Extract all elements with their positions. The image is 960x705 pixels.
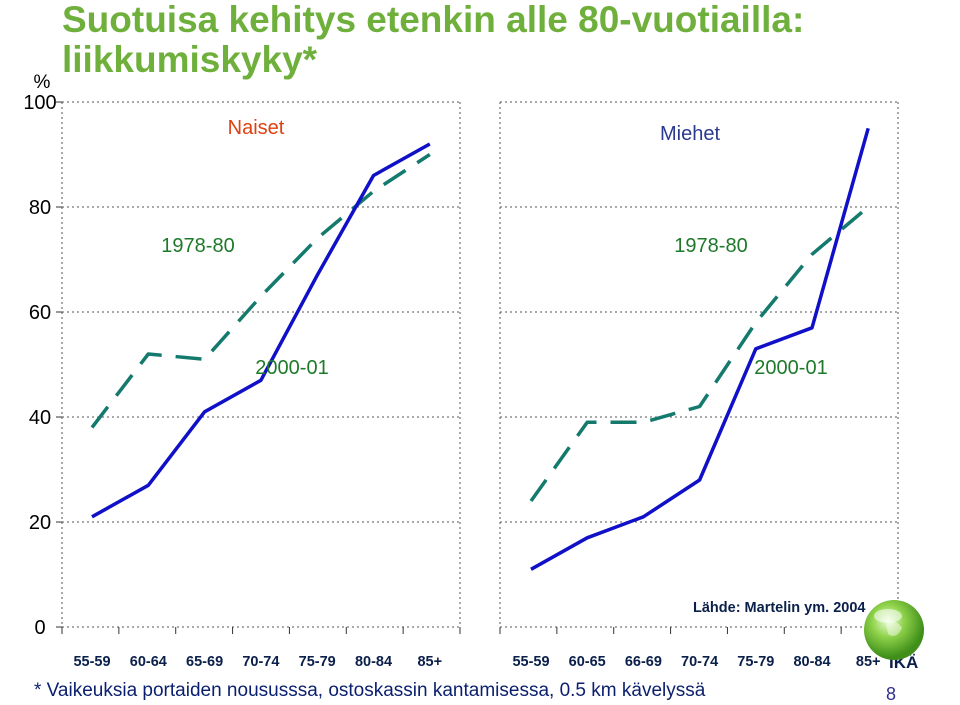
x-tick-label: 55-59 xyxy=(73,654,110,670)
series-label-1978-80: 1978-80 xyxy=(674,235,747,257)
y-tick-label: 40 xyxy=(29,407,51,429)
x-tick-label: 60-65 xyxy=(569,654,606,670)
y-tick-label: 60 xyxy=(29,302,51,324)
panel-title: Naiset xyxy=(228,117,285,139)
x-tick-label: 85+ xyxy=(417,654,442,670)
x-tick-label: 60-64 xyxy=(130,654,167,670)
y-tick-label: 0 xyxy=(34,617,45,639)
x-tick-label: 80-84 xyxy=(793,654,830,670)
series-line-2000-01 xyxy=(92,144,430,517)
x-tick-label: 65-69 xyxy=(186,654,223,670)
series-line-2000-01 xyxy=(531,128,868,569)
x-tick-label: 75-79 xyxy=(299,654,336,670)
source-note: Lähde: Martelin ym. 2004 xyxy=(693,600,865,616)
panel-title: Miehet xyxy=(660,123,720,145)
series-label-1978-80: 1978-80 xyxy=(161,235,234,257)
x-tick-label: 80-84 xyxy=(355,654,392,670)
x-tick-label: 70-74 xyxy=(681,654,718,670)
y-tick-label: 100 xyxy=(23,92,56,114)
y-tick-label: 80 xyxy=(29,197,51,219)
series-label-2000-01: 2000-01 xyxy=(754,357,827,379)
footnote: * Vaikeuksia portaiden noususssa, ostosk… xyxy=(34,680,705,702)
x-tick-label: 66-69 xyxy=(625,654,662,670)
x-tick-label: 70-74 xyxy=(242,654,279,670)
x-tick-label: 75-79 xyxy=(737,654,774,670)
x-tick-label: 55-59 xyxy=(512,654,549,670)
y-tick-label: 20 xyxy=(29,512,51,534)
series-line-1978-80 xyxy=(92,155,430,428)
series-label-2000-01: 2000-01 xyxy=(255,357,328,379)
globe-logo-icon xyxy=(858,594,938,674)
y-axis-unit: % xyxy=(34,72,51,93)
